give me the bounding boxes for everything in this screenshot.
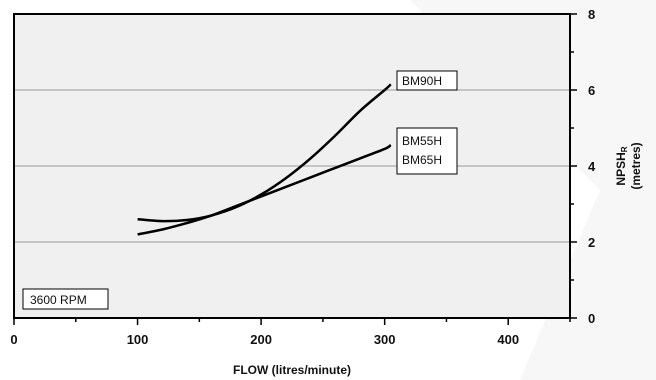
x-tick-label-200: 200 — [250, 332, 272, 347]
x-axis-title: FLOW (litres/minute) — [233, 363, 351, 377]
bm90h-label-box — [396, 70, 458, 91]
series-line-0 — [137, 83, 392, 223]
y-tick-label-6: 6 — [588, 83, 595, 98]
gridlines — [14, 89, 570, 243]
x-tick-label-300: 300 — [374, 332, 396, 347]
y-tick-label-0: 0 — [588, 311, 595, 326]
y-axis-title-subscript: R — [620, 146, 629, 152]
y-axis-title-main: NPSH — [614, 152, 628, 185]
bm90h-label: BM90H — [402, 74, 442, 88]
bm55h-label: BM55H — [402, 134, 442, 148]
x-axis: 0 100 200 300 400 — [10, 318, 571, 347]
y-tick-label-4: 4 — [588, 159, 596, 174]
x-tick-label-0: 0 — [10, 332, 17, 347]
rpm-label: 3600 RPM — [30, 293, 87, 307]
y-axis: 0 2 4 6 8 — [570, 7, 596, 326]
series-layer — [137, 83, 392, 236]
bm65h-label: BM65H — [402, 153, 442, 167]
x-tick-label-400: 400 — [497, 332, 519, 347]
background-watermark — [410, 0, 656, 380]
bm55h-bm65h-label-box — [396, 127, 458, 175]
y-tick-label-8: 8 — [588, 7, 595, 22]
y-tick-label-2: 2 — [588, 235, 595, 250]
y-axis-unit: (metres) — [629, 142, 643, 189]
rpm-label-box — [22, 288, 109, 310]
x-tick-label-100: 100 — [127, 332, 149, 347]
y-axis-title: NPSHR — [614, 146, 629, 185]
series-line-1 — [137, 144, 392, 236]
